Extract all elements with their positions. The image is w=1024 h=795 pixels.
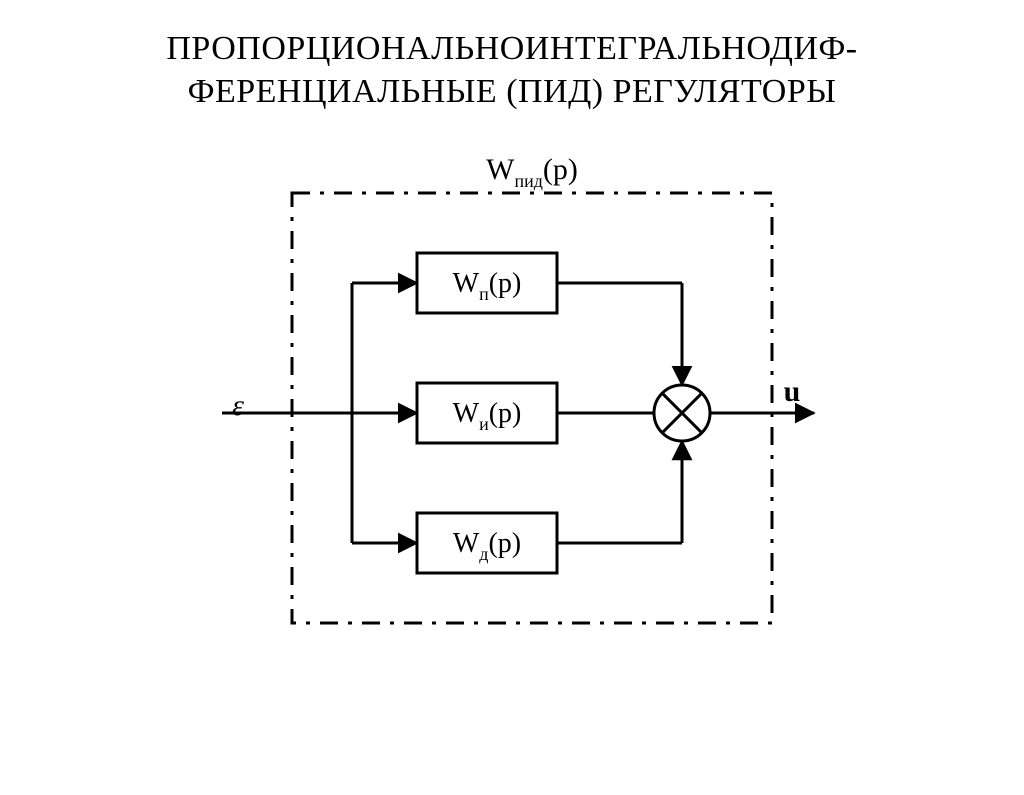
page-title: ПРОПОРЦИОНАЛЬНОИНТЕГРАЛЬНОДИФ- ФЕРЕНЦИАЛ… [0, 28, 1024, 113]
transfer-block [417, 253, 557, 313]
output-label: u [784, 375, 801, 408]
transfer-block [417, 383, 557, 443]
container-label: Wпид(p) [486, 153, 578, 191]
input-label: ε [232, 389, 244, 422]
title-line-1: ПРОПОРЦИОНАЛЬНОИНТЕГРАЛЬНОДИФ- [166, 30, 857, 67]
pid-block-diagram: Wпид(p)εWп(p)Wи(p)Wд(p)u [202, 143, 822, 643]
diagram-container: Wпид(p)εWп(p)Wи(p)Wд(p)u [0, 143, 1024, 643]
title-line-2: ФЕРЕНЦИАЛЬНЫЕ (ПИД) РЕГУЛЯТОРЫ [188, 73, 837, 110]
transfer-block [417, 513, 557, 573]
